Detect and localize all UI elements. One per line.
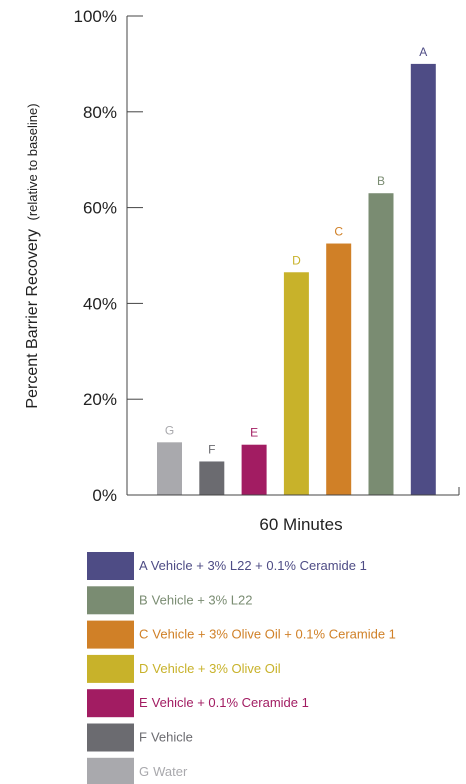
legend-swatch (87, 586, 134, 615)
bar-label-f: F (208, 442, 215, 456)
legend-swatch (87, 620, 134, 649)
legend-label: C Vehicle + 3% Olive Oil + 0.1% Ceramide … (139, 627, 396, 642)
legend-swatch (87, 552, 134, 580)
y-tick-label: 40% (83, 294, 117, 313)
legend-item-g: G Water (87, 757, 188, 784)
legend-item-b: B Vehicle + 3% L22 (87, 586, 253, 615)
y-tick-label: 60% (83, 199, 117, 218)
legend-text: Vehicle + 3% L22 + 0.1% Ceramide 1 (151, 558, 367, 573)
legend-letter: G (139, 764, 149, 779)
legend-label: A Vehicle + 3% L22 + 0.1% Ceramide 1 (139, 558, 367, 573)
legend-label: E Vehicle + 0.1% Ceramide 1 (139, 695, 309, 710)
legend-swatch (87, 723, 134, 752)
legend-label: F Vehicle (139, 730, 193, 745)
bar-f (199, 461, 225, 495)
legend-swatch (87, 689, 134, 718)
y-axis-title-sub: (relative to baseline) (25, 103, 40, 220)
x-axis-title: 60 Minutes (259, 515, 342, 534)
legend-label: D Vehicle + 3% Olive Oil (139, 661, 281, 676)
legend-text: Vehicle (151, 730, 193, 745)
y-axis: 0% 20% 40% 60% 80% 100% (74, 7, 143, 505)
legend-swatch (87, 757, 134, 784)
bar-c (326, 243, 352, 495)
legend-text: Vehicle + 3% L22 (152, 592, 253, 607)
y-tick-label: 20% (83, 390, 117, 409)
y-tick-label: 80% (83, 103, 117, 122)
legend-letter: F (139, 730, 147, 745)
legend-item-e: E Vehicle + 0.1% Ceramide 1 (87, 689, 309, 718)
legend-letter: A (139, 558, 148, 573)
legend-letter: E (139, 695, 148, 710)
legend-item-f: F Vehicle (87, 723, 193, 752)
legend-item-a: A Vehicle + 3% L22 + 0.1% Ceramide 1 (87, 552, 367, 580)
legend-letter: B (139, 592, 148, 607)
legend-text: Water (153, 764, 188, 779)
bar-g (157, 442, 182, 495)
y-axis-title: Percent Barrier Recovery (relative to ba… (24, 103, 41, 408)
y-axis-title-main: Percent Barrier Recovery (24, 229, 41, 409)
legend-item-d: D Vehicle + 3% Olive Oil (87, 654, 281, 683)
bar-label-b: B (377, 174, 385, 188)
y-axis-title-text: Percent Barrier Recovery (relative to ba… (24, 103, 41, 408)
legend-item-c: C Vehicle + 3% Olive Oil + 0.1% Ceramide … (87, 620, 396, 649)
bars: G F E D C B A (157, 45, 436, 496)
bar-b (368, 193, 394, 496)
legend-label: G Water (139, 764, 188, 779)
legend-letter: C (139, 627, 148, 642)
bar-label-a: A (419, 45, 427, 59)
legend-label: B Vehicle + 3% L22 (139, 592, 253, 607)
bar-e (241, 444, 267, 495)
bar-label-d: D (292, 253, 301, 267)
legend-text: Vehicle + 3% Olive Oil + 0.1% Ceramide 1 (152, 627, 396, 642)
legend-letter: D (139, 661, 148, 676)
y-tick-label: 0% (92, 486, 117, 505)
legend-swatch (87, 654, 134, 683)
bar-label-e: E (250, 426, 258, 440)
bar-label-g: G (165, 423, 174, 437)
bar-d (283, 272, 309, 495)
legend-text: Vehicle + 3% Olive Oil (152, 661, 280, 676)
legend: A Vehicle + 3% L22 + 0.1% Ceramide 1 B Vehi… (87, 552, 396, 784)
bar-label-c: C (334, 225, 343, 239)
legend-text: Vehicle + 0.1% Ceramide 1 (152, 695, 309, 710)
bar-a (410, 63, 436, 496)
y-tick-label: 100% (74, 7, 117, 26)
